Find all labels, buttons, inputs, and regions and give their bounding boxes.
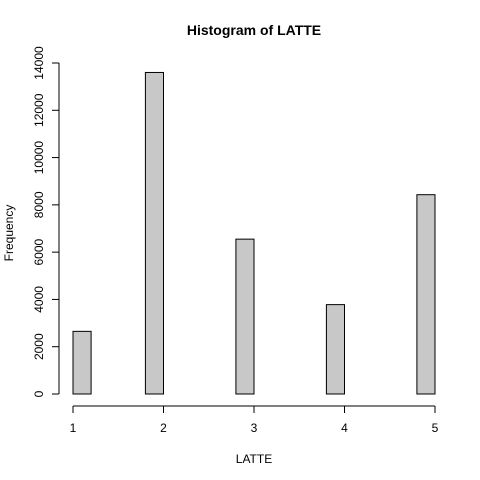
y-tick-label: 4000 <box>32 286 46 313</box>
x-tick-label: 1 <box>70 421 77 435</box>
chart-title: Histogram of LATTE <box>187 22 321 38</box>
y-tick-label: 14000 <box>32 46 46 80</box>
x-tick-label: 5 <box>432 421 439 435</box>
x-tick-label: 2 <box>160 421 167 435</box>
histogram-bar <box>72 330 92 395</box>
x-axis-label: LATTE <box>236 452 272 466</box>
histogram-bar <box>325 304 345 395</box>
histogram-bar <box>235 238 255 395</box>
y-tick-label: 0 <box>32 390 46 397</box>
y-tick-label: 10000 <box>32 141 46 175</box>
x-tick-label: 3 <box>251 421 258 435</box>
y-axis: 0 2000 4000 6000 8000 10000 12000 14000 <box>32 46 60 397</box>
histogram-bar <box>416 194 436 395</box>
y-tick-label: 12000 <box>32 93 46 127</box>
y-tick-label: 8000 <box>32 191 46 218</box>
y-tick-label: 2000 <box>32 333 46 360</box>
x-tick-label: 4 <box>341 421 348 435</box>
histogram-bar <box>144 71 164 395</box>
bars-group <box>72 71 436 395</box>
y-tick-label: 6000 <box>32 238 46 265</box>
x-axis: 1 2 3 4 5 <box>70 405 439 435</box>
y-axis-label: Frequency <box>2 205 16 262</box>
